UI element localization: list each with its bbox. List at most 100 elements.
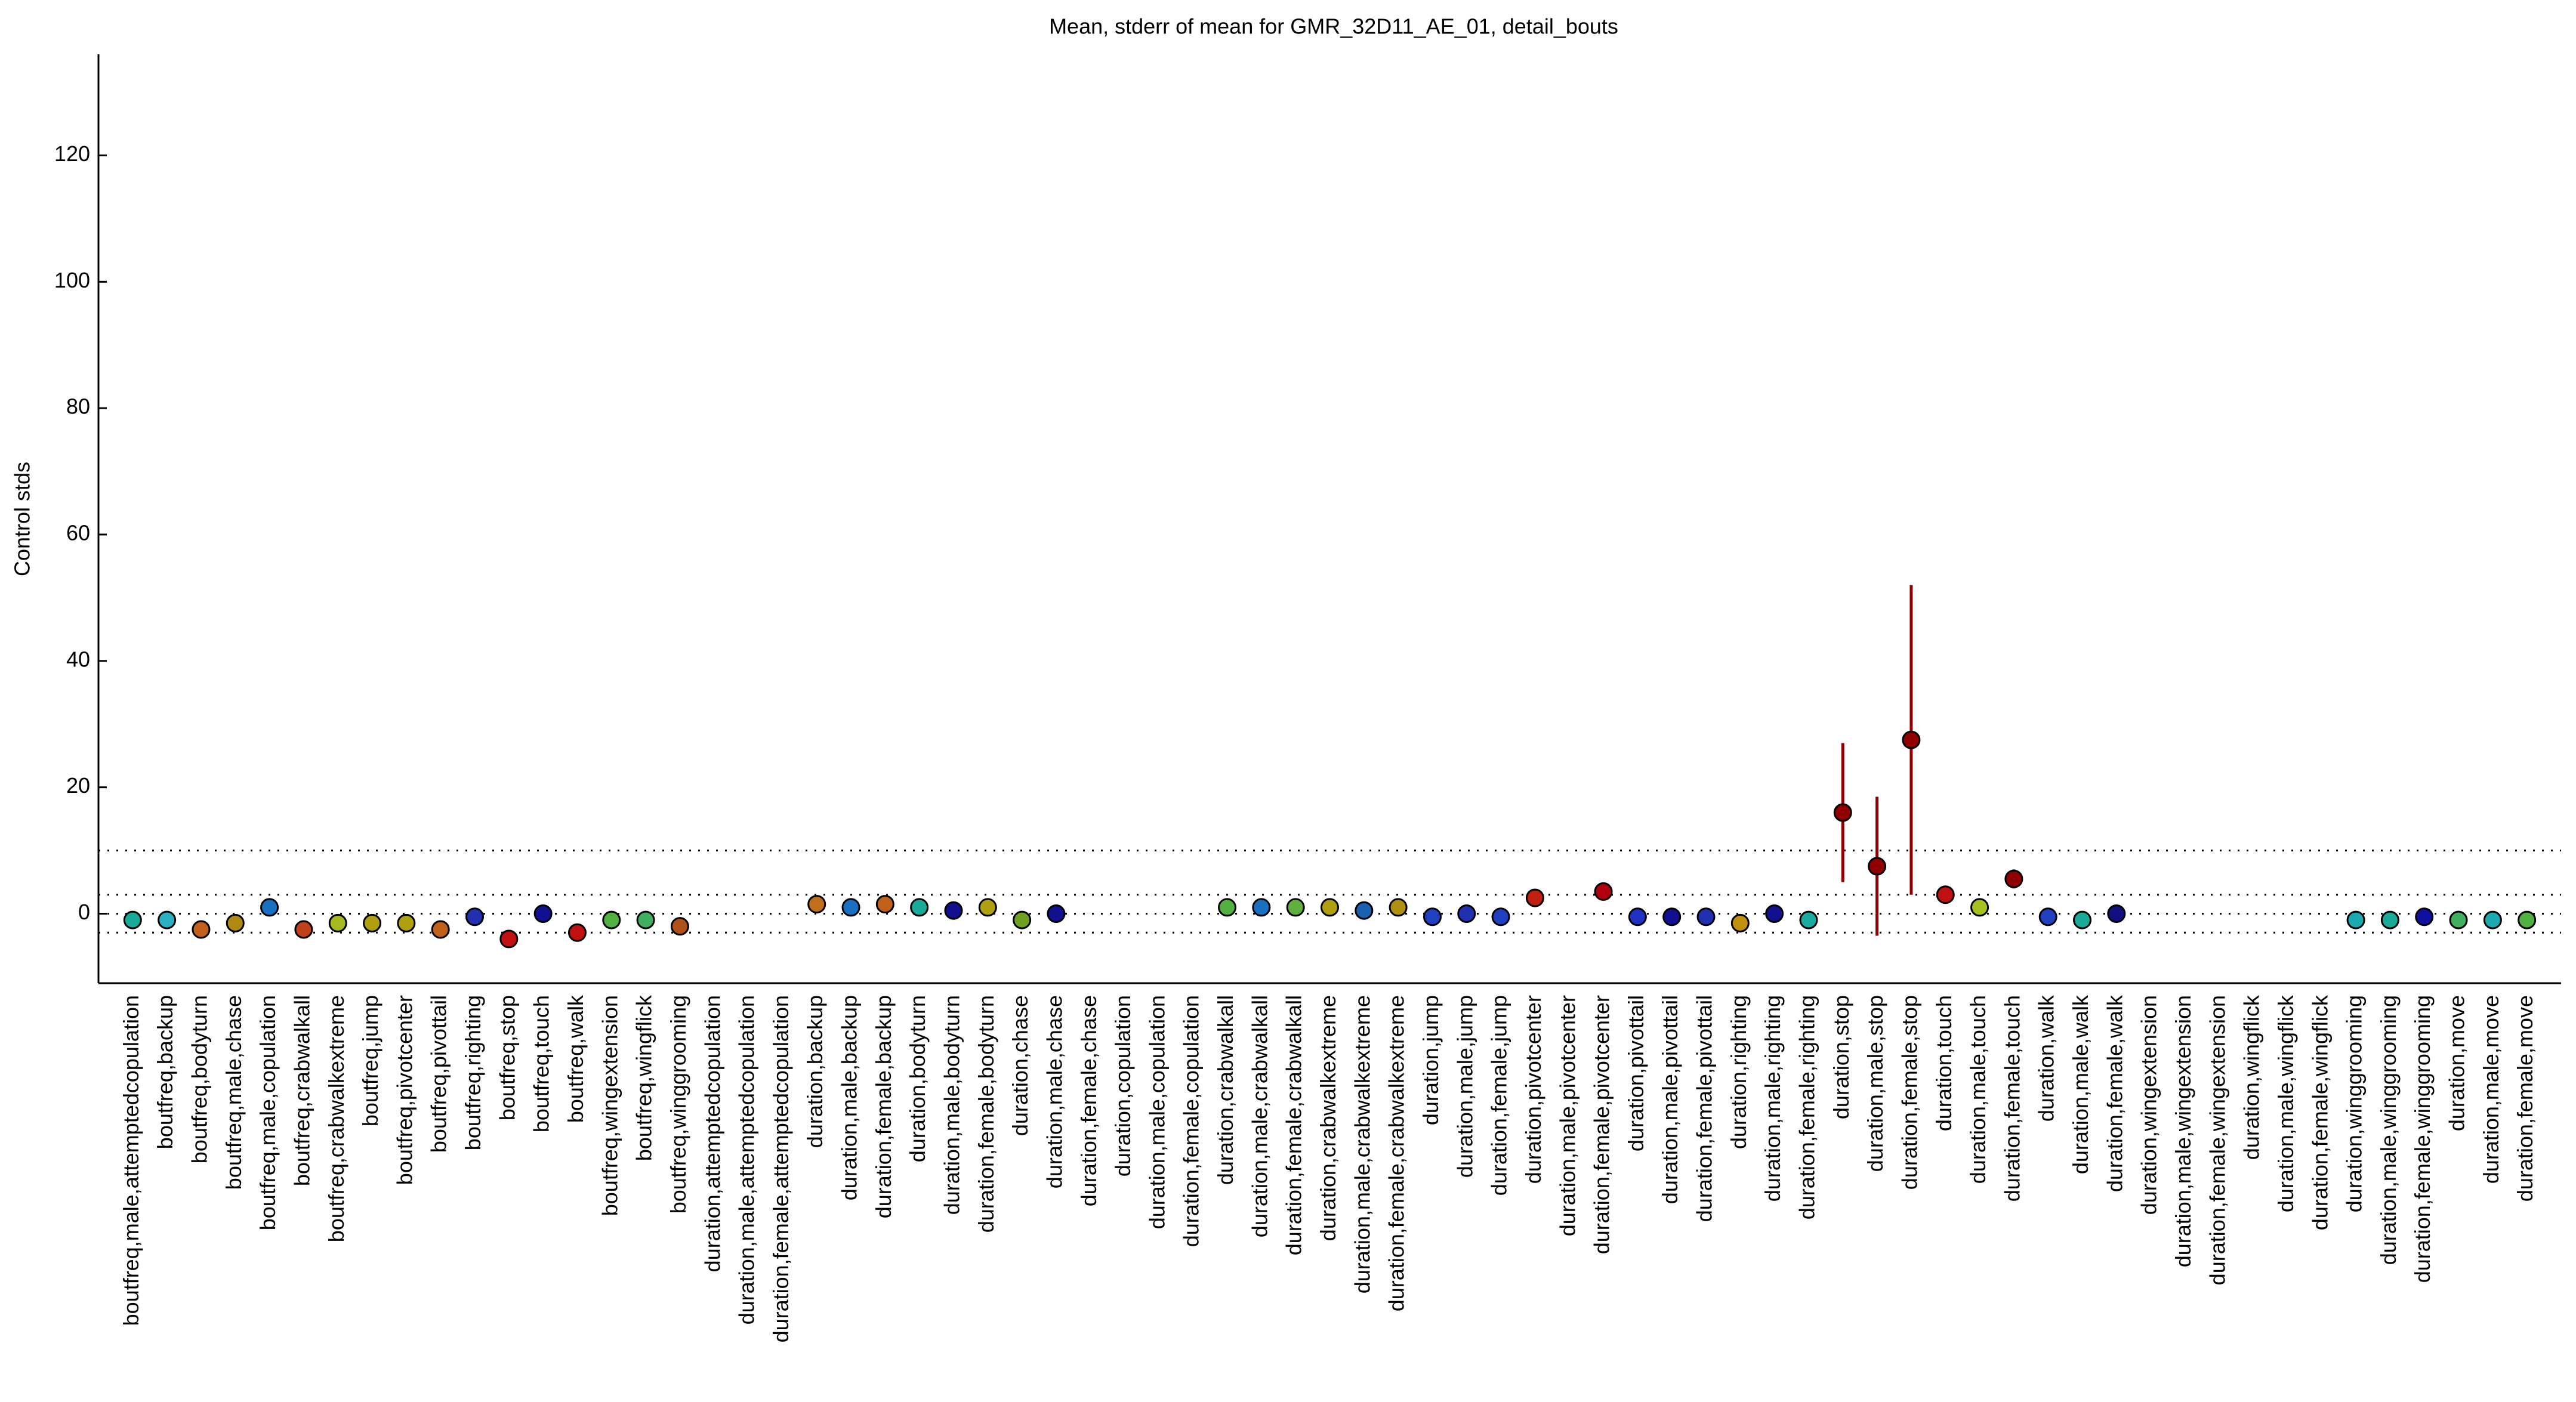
mean-marker	[294, 920, 313, 939]
mean-marker	[1047, 904, 1066, 923]
x-tick-label: duration,female,wingflick	[2307, 995, 2332, 1230]
mean-marker	[1355, 901, 1374, 920]
x-tick-label: duration,crabwalkextreme	[1316, 995, 1340, 1241]
x-tick-label: duration,chase	[1008, 995, 1032, 1136]
mean-marker	[2449, 910, 2468, 929]
mean-marker	[397, 913, 416, 932]
mean-marker	[1662, 907, 1682, 927]
mean-marker	[1765, 904, 1784, 923]
x-tick-label: duration,female,attemptedcopulation	[769, 995, 793, 1342]
x-tick-label: duration,male,chase	[1042, 995, 1066, 1188]
x-tick-label: duration,male,backup	[837, 995, 862, 1200]
mean-marker	[226, 913, 245, 932]
x-tick-label: duration,attemptedcopulation	[700, 995, 724, 1272]
mean-marker	[2380, 910, 2399, 929]
x-tick-label: boutfreq,pivotcenter	[392, 995, 417, 1185]
x-tick-label: duration,female,jump	[1487, 995, 1511, 1196]
mean-marker	[431, 920, 450, 939]
mean-marker	[875, 895, 894, 914]
x-tick-label: boutfreq,walk	[563, 995, 588, 1123]
mean-marker	[363, 913, 382, 932]
x-tick-label: duration,female,stop	[1897, 995, 1921, 1190]
mean-marker	[1013, 910, 1032, 929]
x-tick-label: duration,female,backup	[871, 995, 896, 1218]
x-tick-label: duration,male,move	[2479, 995, 2503, 1184]
x-tick-label: boutfreq,touch	[529, 995, 554, 1132]
mean-marker	[1696, 907, 1716, 927]
mean-marker	[1252, 898, 1271, 917]
x-tick-label: duration,female,chase	[1076, 995, 1101, 1206]
x-tick-label: duration,crabwalkall	[1213, 995, 1238, 1185]
x-tick-label: duration,male,crabwalkextreme	[1350, 995, 1374, 1293]
x-tick-label: duration,backup	[803, 995, 827, 1148]
mean-marker	[123, 910, 142, 929]
mean-marker	[260, 898, 279, 917]
chart-title: Mean, stderr of mean for GMR_32D11_AE_01…	[1049, 14, 1618, 39]
x-tick-label: duration,stop	[1829, 995, 1853, 1119]
x-tick-label: duration,walk	[2034, 995, 2059, 1122]
x-tick-label: duration,male,wingextension	[2171, 995, 2195, 1267]
x-tick-label: duration,copulation	[1110, 995, 1135, 1176]
mean-marker	[2518, 910, 2537, 929]
x-tick-label: duration,male,crabwalkall	[1247, 995, 1272, 1237]
x-tick-label: duration,male,righting	[1760, 995, 1785, 1202]
mean-marker	[978, 898, 997, 917]
mean-marker	[636, 910, 655, 929]
x-tick-label: duration,wingflick	[2239, 995, 2264, 1160]
x-tick-label: duration,male,pivotcenter	[1555, 995, 1579, 1236]
x-tick-label: boutfreq,bodyturn	[187, 995, 211, 1163]
x-tick-label: duration,pivotcenter	[1521, 995, 1545, 1184]
x-tick-label: boutfreq,winggrooming	[666, 995, 690, 1213]
mean-marker	[1389, 898, 1408, 917]
x-tick-label: duration,female,move	[2513, 995, 2537, 1202]
x-tick-label: duration,female,crabwalkextreme	[1384, 995, 1409, 1311]
x-tick-label: duration,male,walk	[2068, 995, 2093, 1174]
x-tick-label: duration,female,righting	[1794, 995, 1819, 1219]
x-tick-label: duration,male,jump	[1452, 995, 1477, 1178]
x-tick-label: boutfreq,crabwalkextreme	[324, 995, 348, 1242]
x-tick-label: duration,righting	[1726, 995, 1751, 1149]
x-tick-label: boutfreq,male,chase	[221, 995, 246, 1190]
x-tick-label: duration,winggrooming	[2342, 995, 2367, 1212]
x-tick-label: duration,touch	[1932, 995, 1956, 1131]
mean-marker	[1730, 913, 1750, 932]
mean-marker	[465, 907, 485, 927]
x-tick-label: duration,male,attemptedcopulation	[735, 995, 759, 1324]
mean-marker	[670, 917, 689, 936]
mean-marker	[1628, 907, 1647, 927]
y-axis-label: Control stds	[10, 462, 35, 576]
mean-marker	[1902, 730, 1921, 749]
mean-marker	[807, 895, 826, 914]
mean-marker	[158, 910, 177, 929]
mean-marker	[533, 904, 553, 923]
mean-marker	[192, 920, 211, 939]
mean-marker	[2346, 910, 2365, 929]
mean-marker	[1936, 885, 1955, 904]
mean-marker	[2483, 910, 2502, 929]
mean-marker	[1833, 803, 1852, 822]
y-tick-label: 120	[54, 141, 90, 166]
x-tick-label: boutfreq,righting	[461, 995, 485, 1150]
x-tick-label: boutfreq,male,copulation	[255, 995, 280, 1230]
x-tick-label: duration,jump	[1418, 995, 1443, 1125]
y-tick-label: 100	[54, 268, 90, 292]
mean-marker	[567, 923, 587, 942]
x-tick-label: duration,pivottail	[1624, 995, 1648, 1151]
x-tick-label: duration,female,copulation	[1179, 995, 1204, 1247]
x-tick-label: boutfreq,crabwalkall	[289, 995, 314, 1186]
x-tick-label: duration,male,touch	[1966, 995, 1990, 1184]
x-tick-label: duration,male,stop	[1863, 995, 1887, 1172]
mean-marker	[2073, 910, 2092, 929]
mean-marker	[1491, 907, 1510, 927]
mean-marker	[1525, 888, 1544, 907]
mean-marker	[328, 913, 347, 932]
mean-marker	[1799, 910, 1818, 929]
mean-marker	[1594, 882, 1613, 901]
mean-marker	[841, 898, 860, 917]
x-tick-label: duration,female,pivotcenter	[1590, 995, 1614, 1254]
x-tick-label: boutfreq,jump	[358, 995, 382, 1126]
mean-marker	[1868, 857, 1887, 876]
x-tick-label: boutfreq,stop	[495, 995, 519, 1120]
mean-marker	[1423, 907, 1442, 927]
x-tick-label: boutfreq,wingextension	[597, 995, 622, 1216]
